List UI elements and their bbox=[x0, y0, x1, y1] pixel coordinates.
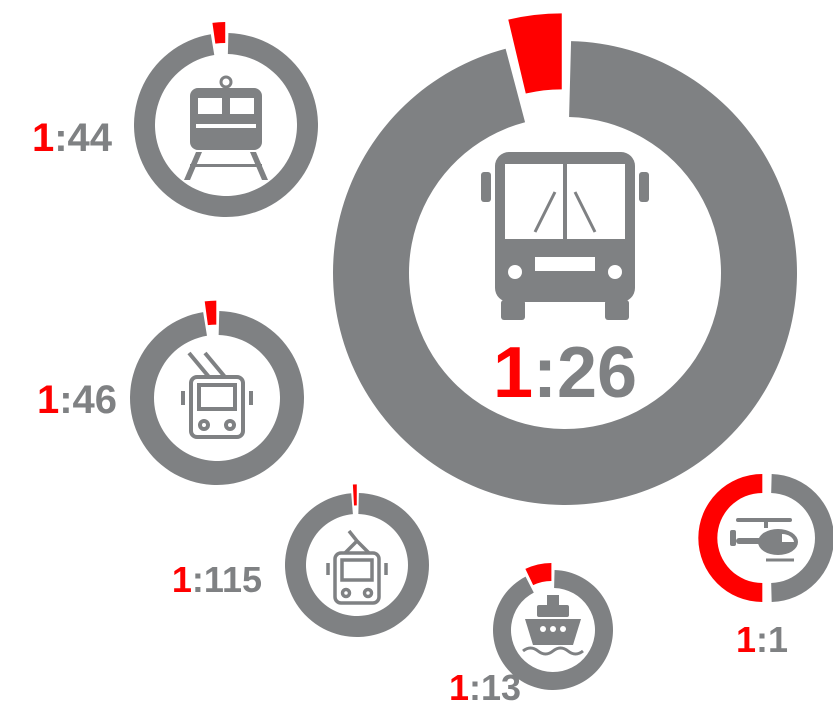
donut-segment-highlight bbox=[212, 21, 226, 44]
bus-icon bbox=[481, 152, 649, 320]
train-icon bbox=[184, 75, 268, 180]
ratio-highlight: 1 bbox=[37, 378, 59, 422]
donut-segment bbox=[771, 474, 833, 602]
donut-segment bbox=[285, 493, 430, 637]
ratio-label: 1:26 bbox=[493, 333, 637, 413]
donut-segment bbox=[492, 570, 613, 691]
donuts bbox=[129, 13, 833, 691]
trolleybus-icon bbox=[181, 351, 253, 439]
ratio-label: 1:115 bbox=[172, 559, 262, 600]
donut-segment-highlight bbox=[352, 484, 357, 506]
ratio-rest: :44 bbox=[54, 116, 113, 160]
ratio-label: 1:44 bbox=[32, 116, 113, 160]
donut-segment-highlight bbox=[508, 13, 562, 94]
ratio-rest: :46 bbox=[59, 378, 117, 422]
helicopter-icon bbox=[730, 518, 798, 562]
tram-icon bbox=[326, 529, 388, 605]
ratio-label: 1:13 bbox=[449, 667, 521, 708]
ratio-rest: :1 bbox=[756, 619, 788, 660]
ratio-rest: :13 bbox=[469, 667, 521, 708]
ship-icon bbox=[522, 595, 584, 656]
ratio-highlight: 1 bbox=[449, 667, 469, 708]
icons bbox=[181, 75, 798, 656]
ratio-highlight: 1 bbox=[172, 559, 192, 600]
ratio-label: 1:1 bbox=[736, 619, 788, 660]
ratio-highlight: 1 bbox=[493, 333, 533, 413]
ratio-highlight: 1 bbox=[736, 619, 756, 660]
donut-segment bbox=[332, 41, 797, 506]
ratio-rest: :115 bbox=[192, 559, 262, 600]
ratio-rest: :26 bbox=[533, 333, 637, 413]
donut-segment bbox=[129, 311, 304, 486]
donut-segment-highlight bbox=[525, 562, 552, 586]
ratio-highlight: 1 bbox=[32, 116, 54, 160]
ratio-label: 1:46 bbox=[37, 378, 117, 422]
donut-segment-highlight bbox=[698, 474, 763, 602]
donut-segment-highlight bbox=[204, 300, 217, 326]
